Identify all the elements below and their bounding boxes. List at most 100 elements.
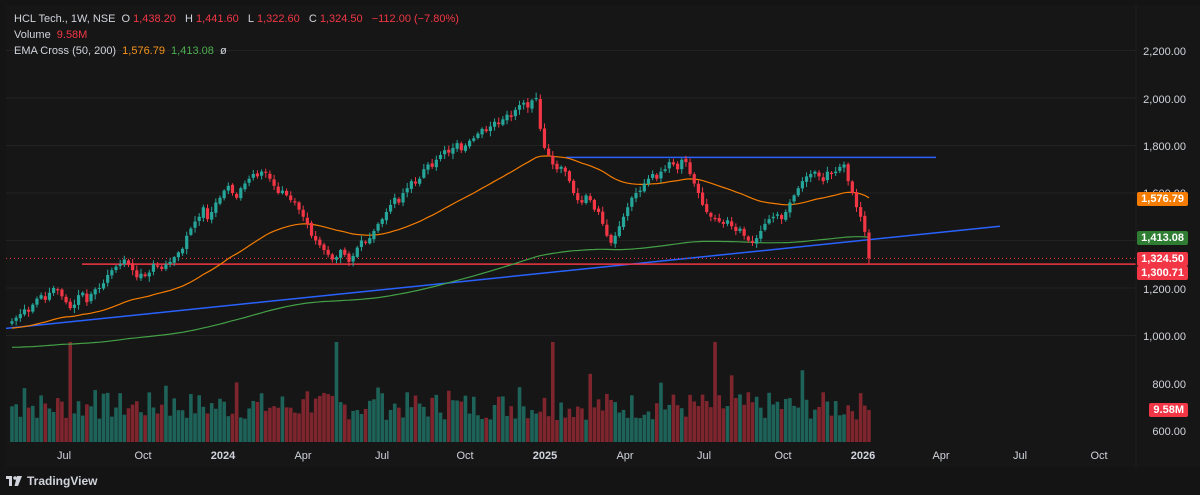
volume-bar xyxy=(638,418,642,442)
volume-bar xyxy=(97,418,102,442)
candle-body xyxy=(655,174,659,179)
volume-bar xyxy=(655,403,659,442)
volume-bar xyxy=(600,410,605,442)
y-tick-label: 1,800.00 xyxy=(1143,141,1186,153)
candle-body xyxy=(792,195,796,202)
candle-body xyxy=(771,216,775,219)
volume-bar xyxy=(775,401,780,442)
x-tick-label: 2024 xyxy=(210,450,236,462)
candle-body xyxy=(838,166,842,171)
volume-bar xyxy=(72,413,77,442)
volume-bar xyxy=(159,404,164,442)
candle-body xyxy=(804,176,809,182)
candle-body xyxy=(526,102,530,108)
volume-bar xyxy=(189,394,193,442)
volume-bar xyxy=(808,418,813,442)
volume-bar xyxy=(197,395,201,442)
candle-body xyxy=(164,264,168,269)
candle-body xyxy=(455,143,459,149)
volume-bar xyxy=(779,409,784,442)
candle-body xyxy=(239,188,243,199)
volume-bar xyxy=(280,396,285,442)
candle-body xyxy=(197,216,201,221)
candle-body xyxy=(825,171,829,181)
candle-body xyxy=(671,162,676,165)
volume-bar xyxy=(255,401,260,442)
candle-body xyxy=(480,128,484,135)
candle-body xyxy=(31,304,35,312)
candle-body xyxy=(393,197,397,204)
volume-bar xyxy=(451,400,455,442)
candle-body xyxy=(43,296,47,300)
volume-bar xyxy=(509,406,513,442)
candle-body xyxy=(547,148,551,155)
volume-bar xyxy=(230,413,235,442)
plot-area[interactable] xyxy=(6,5,1200,467)
volume-bar xyxy=(151,407,156,442)
volume-bar xyxy=(721,408,726,442)
candle-body xyxy=(775,214,780,216)
volume-bar xyxy=(122,414,127,442)
volume-bar xyxy=(214,408,218,442)
volume-bar xyxy=(272,406,276,442)
change-value: −112.00 (−7.80%) xyxy=(371,13,459,25)
candle-body xyxy=(314,236,318,241)
volume-bar xyxy=(688,394,692,442)
candle-body xyxy=(443,150,447,155)
volume-bar xyxy=(788,398,792,442)
candle-body xyxy=(800,181,804,189)
candle-body xyxy=(863,215,867,232)
volume-bar xyxy=(322,392,326,442)
candle-body xyxy=(725,220,730,224)
tradingview-logo[interactable]: TradingView xyxy=(6,474,97,488)
candle-body xyxy=(18,314,22,319)
volume-bar xyxy=(679,408,684,442)
candle-body xyxy=(767,219,771,224)
volume-bar xyxy=(659,382,663,442)
candle-body xyxy=(97,288,101,289)
candle-body xyxy=(734,226,738,231)
volume-bar xyxy=(667,404,672,442)
volume-bar xyxy=(725,406,730,442)
candle-body xyxy=(784,212,788,220)
candle-body xyxy=(168,261,172,265)
volume-bar xyxy=(234,382,239,442)
volume-bar xyxy=(746,392,751,442)
y-tick-label: 600.00 xyxy=(1152,426,1186,438)
candle-body xyxy=(339,250,343,258)
volume-bar xyxy=(409,407,414,442)
candle-body xyxy=(260,171,264,176)
candle-body xyxy=(151,264,156,272)
ema-legend[interactable]: EMA Cross (50, 200) 1,576.79 1,413.08 ø xyxy=(14,45,230,57)
volume-bar xyxy=(854,419,859,442)
symbol-title[interactable]: HCL Tech., 1W, NSE xyxy=(14,13,116,25)
candle-body xyxy=(14,317,18,321)
candle-body xyxy=(567,171,572,182)
volume-bar xyxy=(380,393,385,442)
volume-bar xyxy=(829,415,834,442)
x-tick-label: Apr xyxy=(294,450,312,462)
volume-bar xyxy=(247,408,251,442)
volume-bar xyxy=(114,407,118,442)
candle-body xyxy=(201,207,205,218)
candle-body xyxy=(746,236,750,241)
volume-bar xyxy=(521,406,526,442)
candle-body xyxy=(22,309,27,315)
x-tick-label: Apr xyxy=(932,450,950,462)
volume-bar xyxy=(184,417,189,442)
volume-bar xyxy=(700,394,705,442)
volume-bar xyxy=(542,397,547,442)
volume-bar xyxy=(609,399,613,442)
chart-canvas[interactable] xyxy=(6,5,1200,467)
volume-legend[interactable]: Volume 9.58M xyxy=(14,29,90,41)
x-tick-label: Jul xyxy=(374,450,390,462)
volume-bar xyxy=(284,407,289,442)
candle-body xyxy=(56,289,60,291)
ema50-legend-value: 1,576.79 xyxy=(122,45,165,57)
candle-body xyxy=(592,199,596,210)
volume-bar xyxy=(750,402,755,442)
volume-bar xyxy=(39,395,43,442)
candle-body xyxy=(39,295,43,299)
candle-body xyxy=(284,190,289,196)
close-price-tag: 1,324.50 xyxy=(1137,252,1188,266)
